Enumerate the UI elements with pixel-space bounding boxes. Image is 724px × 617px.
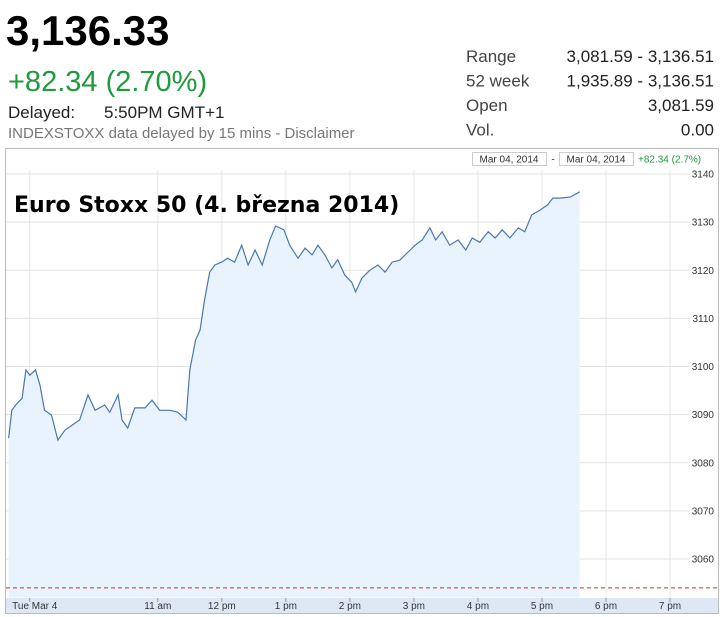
range-start: Mar 04, 2014 <box>480 155 539 166</box>
y-tick-label: 3110 <box>692 314 714 325</box>
x-axis-band <box>6 598 718 613</box>
y-tick-label: 3080 <box>692 458 715 469</box>
stat-value: 3,081.59 - 3,136.51 <box>567 47 714 66</box>
x-tick-label: 11 am <box>144 601 171 612</box>
y-tick-label: 3140 <box>692 170 715 181</box>
range-box <box>472 152 547 166</box>
y-tick-label: 3090 <box>692 410 715 421</box>
y-tick-label: 3070 <box>692 506 715 517</box>
range-separator: - <box>551 155 554 166</box>
x-tick-label: 4 pm <box>467 601 489 612</box>
plot: Tue Mar 4 11 am 12 pm 1 pm 2 pm 3 pm 4 pm 5 pm 6… <box>6 170 718 612</box>
x-tick-label: 1 pm <box>275 601 297 612</box>
price: 3,136.33 <box>6 7 170 54</box>
price-line <box>8 191 580 442</box>
x-tick-label: 7 pm <box>659 601 681 612</box>
x-tick-label: 5 pm <box>531 601 553 612</box>
x-tick-label: 2 pm <box>339 601 361 612</box>
x-tick-label: Tue Mar 4 <box>12 601 58 612</box>
delayed-time: 5:50PM GMT+1 <box>104 103 224 122</box>
disclaimer: INDEXSTOXX data delayed by 15 mins - Dis… <box>8 125 355 142</box>
stat-label: Range <box>466 47 516 66</box>
stat-value: 1,935.89 - 3,136.51 <box>567 72 714 91</box>
y-tick-label: 3060 <box>692 555 715 566</box>
stat-label: Open <box>466 96 508 115</box>
x-tick-label: 3 pm <box>403 601 425 612</box>
x-tick-label: 12 pm <box>208 601 236 612</box>
stat-value: 0.00 <box>681 121 714 140</box>
y-tick-label: 3130 <box>692 218 715 229</box>
delayed-label: Delayed: <box>8 103 75 122</box>
chart-title: Euro Stoxx 50 (4. března 2014) <box>14 193 399 218</box>
stats-table: Range 3,081.59 - 3,136.51 52 week 1,935.89 … <box>466 47 714 140</box>
range-end: Mar 04, 2014 <box>567 155 626 166</box>
range-box <box>559 152 634 166</box>
stat-label: Vol. <box>466 121 494 140</box>
range-change: +82.34 (2.7%) <box>638 155 701 166</box>
stat-label: 52 week <box>466 72 530 91</box>
x-tick-label: 6 pm <box>595 601 617 612</box>
y-tick-label: 3120 <box>692 266 715 277</box>
change: +82.34 (2.70%) <box>8 66 207 98</box>
stat-value: 3,081.59 <box>648 96 714 115</box>
area <box>8 191 580 598</box>
y-tick-label: 3100 <box>692 362 715 373</box>
